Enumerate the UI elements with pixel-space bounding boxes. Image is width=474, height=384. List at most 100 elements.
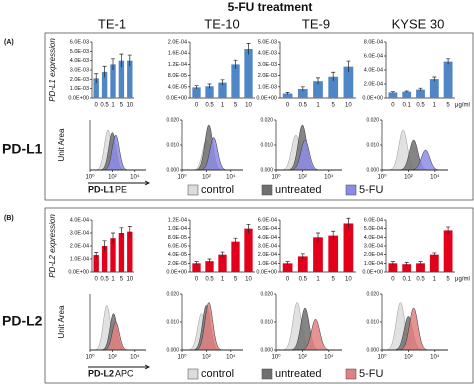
x-tick-label: 10² — [298, 355, 307, 361]
x-tick-label: 5 — [120, 277, 124, 283]
bar — [282, 93, 293, 98]
y-tick-label: 1.0E-03 — [258, 84, 277, 90]
x-tick-label: 10⁴ — [226, 354, 236, 361]
x-tick-label: 0.5 — [416, 277, 425, 283]
axis-arrow — [88, 180, 151, 186]
x-tick-label: 1 — [221, 103, 225, 109]
x-tick-label: 10 — [245, 103, 252, 109]
x-tick-label: 0 — [286, 103, 290, 109]
x-tick-label: 0 — [195, 277, 199, 283]
y-axis-title: PD-L1 expression — [48, 38, 57, 102]
panel-name: PD-L2 — [2, 313, 43, 329]
bar — [343, 223, 354, 272]
error-bar — [446, 58, 451, 65]
error-bar — [94, 252, 99, 258]
bar — [416, 263, 425, 272]
x-tick-label: 10 — [126, 103, 133, 109]
y-tick-label: 3.0E-03 — [258, 62, 277, 68]
panel-border — [44, 32, 474, 201]
x-tick-label: 10⁴ — [430, 354, 440, 361]
figure-title: 5-FU treatment — [228, 0, 313, 14]
cell-line: TE-1 — [98, 16, 126, 31]
x-tick-label: 10⁴ — [430, 174, 440, 181]
x-tick-label: 1 — [111, 103, 115, 109]
cell-line: TE-10 — [204, 16, 239, 31]
error-bar — [127, 226, 132, 237]
error-bar — [432, 252, 437, 257]
legend-swatch — [345, 368, 357, 380]
panel-tag: (B) — [4, 215, 14, 222]
error-bar — [346, 60, 351, 73]
bar — [416, 89, 425, 98]
bar — [205, 86, 214, 98]
y-tick-label: 4.0E-04 — [364, 67, 383, 73]
x-tick-label: 5 — [332, 277, 336, 283]
x-tick-label: 1 — [111, 277, 115, 283]
legend-label: 5-FU — [359, 368, 384, 380]
legend-label: untreated — [275, 368, 321, 380]
y-tick-label: 3.0E-04 — [364, 243, 383, 249]
x-tick-label: 10⁴ — [130, 174, 140, 181]
y-tick-label: 0.010 — [166, 319, 179, 325]
y-tick-label: 1.2E-04 — [168, 217, 187, 223]
error-bar — [207, 83, 212, 89]
x-tick-label: 10⁰ — [177, 354, 187, 361]
bar — [93, 78, 99, 98]
bar — [328, 235, 339, 272]
histogram-curve — [182, 302, 243, 351]
error-bar — [300, 86, 305, 92]
error-bar — [331, 71, 336, 82]
x-tick-label: 5 — [332, 103, 336, 109]
y-tick-label: 0.010 — [260, 319, 273, 325]
x-tick-label: 10⁰ — [85, 354, 95, 361]
error-bar — [446, 226, 451, 234]
bar — [402, 91, 412, 98]
legend-label: control — [201, 184, 234, 196]
y-tick-label: 0.0E+00 — [166, 269, 187, 275]
bar — [127, 60, 133, 98]
x-tick-label: 0.5 — [205, 277, 214, 283]
histogram-curve — [182, 137, 243, 171]
error-bar — [220, 251, 225, 258]
x-tick-label: 1 — [433, 103, 437, 109]
y-tick-label: 8.0E-04 — [364, 39, 383, 45]
legend-swatch — [187, 184, 199, 196]
bar — [218, 82, 227, 98]
legend-label: control — [201, 368, 234, 380]
error-bar — [233, 237, 238, 246]
cell-line: KYSE 30 — [392, 16, 445, 31]
bar — [127, 231, 133, 272]
x-tick-label: 1 — [221, 277, 225, 283]
bar — [118, 233, 125, 272]
x-tick-label: 5 — [446, 103, 450, 109]
bar — [429, 79, 439, 98]
unit-label: μg/ml — [455, 103, 470, 109]
y-tick-label: 2.0E-03 — [258, 73, 277, 79]
x-tick-label: 10 — [245, 277, 252, 283]
y-tick-label: 5.0E-03 — [70, 49, 89, 55]
y-tick-label: 0.000 — [166, 167, 179, 173]
axis-arrow — [88, 364, 151, 370]
error-bar — [111, 232, 115, 244]
error-bar — [432, 76, 437, 82]
bar — [429, 254, 439, 272]
x-tick-label: 10² — [404, 175, 413, 181]
y-tick-label: 3.0E-04 — [258, 243, 277, 249]
x-tick-label: 10² — [108, 175, 117, 181]
y-tick-label: 3.0E-04 — [70, 230, 89, 236]
x-axis-title-suffix: PE — [115, 184, 127, 194]
y-tick-label: 2.0E-04 — [258, 252, 277, 258]
bar — [110, 64, 116, 98]
x-tick-label: 10⁴ — [130, 354, 140, 361]
x-tick-label: 10⁰ — [377, 354, 387, 361]
y-tick-label: 5.0E-03 — [258, 39, 277, 45]
bar — [297, 256, 308, 272]
error-bar — [94, 73, 99, 84]
y-tick-label: 6.0E-04 — [364, 53, 383, 59]
error-bar — [220, 79, 225, 86]
y-tick-label: 2.0E-04 — [168, 39, 187, 45]
x-tick-label: 10 — [126, 277, 133, 283]
y-tick-label: 0.020 — [260, 291, 273, 297]
y-tick-label: 0.000 — [166, 347, 179, 353]
error-bar — [404, 262, 409, 266]
